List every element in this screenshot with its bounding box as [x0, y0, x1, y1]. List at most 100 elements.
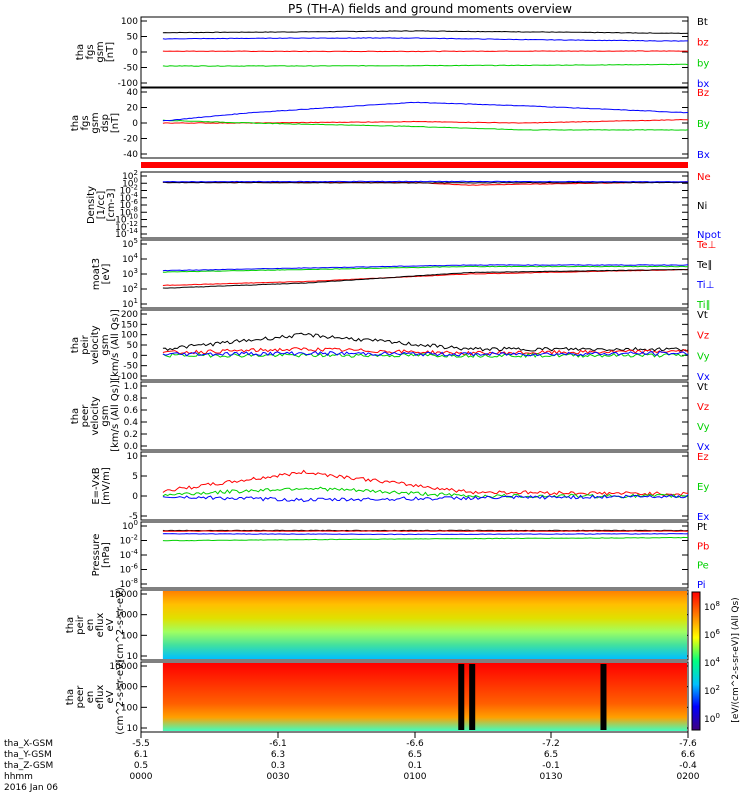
series-line-by [162, 119, 689, 131]
y-tick-label: 0.6 [124, 406, 139, 416]
series-line-pi [162, 533, 689, 536]
y-axis-label: velocity [90, 325, 101, 364]
y-tick-label: 40 [127, 88, 139, 98]
y-axis-label: [eV] [101, 264, 112, 285]
colorbar-tick-label: 106 [704, 628, 720, 641]
y-axis-label: fgs [85, 44, 96, 59]
y-tick-label: -40 [123, 150, 138, 160]
legend-vy: Vy [697, 422, 710, 433]
y-axis-label: peir [75, 614, 86, 634]
time-tick-label: -6.6 [406, 739, 424, 749]
y-tick-label: 1.0 [124, 382, 139, 392]
time-axis: tha_X-GSM -5.5 -6.1 -6.6 -7.2 -7.6 tha_Y-GSM 6.… [4, 732, 700, 793]
y-axis-label: [nT] [105, 42, 116, 62]
y-axis-label: peer [80, 404, 91, 428]
y-tick-label: 50 [127, 33, 139, 43]
legend-vy: Vy [697, 351, 710, 362]
y-axis-label: en [85, 619, 96, 632]
y-tick-label: 0 [132, 119, 138, 129]
time-tick-label: 6.5 [544, 750, 558, 760]
y-axis-label: dsp [100, 114, 111, 132]
time-tick-label: 0030 [267, 772, 290, 782]
y-axis-label: tha [70, 115, 81, 131]
y-axis-label: fgs [80, 115, 91, 130]
legend-ey: Ey [697, 482, 709, 493]
y-tick-label: 0.8 [124, 394, 139, 404]
y-axis-label: gsm [100, 334, 111, 355]
time-tick-label: 0.1 [408, 761, 422, 771]
time-tick-label: 0.5 [134, 761, 148, 771]
y-axis-label: gsm [95, 41, 106, 62]
time-tick-label: -5.5 [132, 739, 150, 749]
date-label: 2016 Jan 06 [4, 783, 58, 793]
y-axis-label: eV [105, 690, 116, 703]
legend-by: by [697, 58, 709, 69]
panel-frame [140, 521, 689, 589]
y-tick-label: -50 [123, 362, 138, 372]
y-axis-label: Pressure [91, 534, 102, 577]
y-axis-label: peer [75, 685, 86, 709]
y-tick-label: 10000 [109, 590, 138, 600]
legend-pi: Pi [697, 580, 706, 591]
series-line-npot [162, 180, 689, 183]
y-tick-label: -100 [118, 79, 139, 89]
legend-bz: Bz [697, 88, 709, 99]
time-axis-row-label: tha_Y-GSM [4, 750, 52, 760]
legend-vx: Vx [697, 372, 710, 383]
legend-pb: Pb [697, 541, 709, 552]
series-line-bz [162, 50, 689, 53]
time-axis-row-label: tha_Z-GSM [4, 761, 53, 771]
series-line-ex [162, 494, 689, 503]
y-axis-label: moat3 [91, 258, 102, 290]
panel-1: 100 50 0 -50 -100 tha fgs gsm [nT] Bt bz by bx [75, 16, 709, 90]
series-line-ti [162, 265, 689, 273]
y-axis-label: velocity [90, 396, 101, 435]
legend-ti: Ti∥ [696, 300, 711, 311]
y-tick-label: 0.4 [124, 418, 139, 428]
time-tick-label: 6.5 [408, 750, 422, 760]
time-tick-label: -0.4 [679, 761, 697, 771]
time-tick-label: 0000 [130, 772, 153, 782]
y-tick-label: 100 [121, 631, 138, 641]
time-tick-label: 0.3 [271, 761, 285, 771]
y-tick-label: -50 [123, 64, 138, 74]
y-axis-label: gsm [100, 405, 111, 426]
series-line-ey [162, 486, 689, 499]
y-axis-label: [km/s (All Qs)] [110, 380, 121, 452]
legend-npot: Npot [697, 230, 721, 241]
y-axis-label: (cm^2-s-sr-eV) [115, 659, 126, 735]
legend-vt: Vt [697, 310, 708, 321]
time-tick-label: -7.6 [679, 739, 697, 749]
y-tick-label: 5 [132, 472, 138, 482]
y-tick-label: 10-2 [120, 534, 138, 547]
y-tick-label: -20 [123, 135, 138, 145]
legend-vz: Vz [697, 331, 709, 342]
series-line-te [162, 268, 689, 286]
series-line-ni [162, 181, 689, 184]
y-tick-label: 101 [122, 297, 138, 310]
panel-frame [140, 589, 689, 661]
legend-pe: Pe [697, 561, 709, 572]
panel-10: 10000 1000 100 10 tha peer en eflux eV (cm^2-s-sr… [65, 659, 689, 735]
time-tick-label: -0.1 [542, 761, 560, 771]
y-axis-label: eflux [95, 613, 106, 638]
y-tick-label: 0 [132, 492, 138, 502]
legend-ez: Ez [697, 452, 709, 463]
panel-2: 40 20 0 -20 -40 tha fgs gsm dsp [nT] Bz By Bx [70, 87, 710, 161]
legend-te: Te∥ [696, 260, 713, 271]
y-tick-label: 0.0 [124, 442, 139, 452]
y-tick-label: -5 [129, 512, 138, 522]
y-axis-label: eV [105, 618, 116, 631]
legend-ne: Ne [697, 172, 711, 183]
series-line-pe [162, 536, 688, 542]
colorbar-scale [691, 591, 701, 731]
series-line-vx [162, 351, 689, 357]
y-tick-label: 10 [127, 724, 139, 734]
y-tick-label: 100 [121, 17, 138, 27]
legend-by: By [697, 119, 710, 130]
y-tick-label: 10-4 [120, 548, 139, 561]
quality-flag-bar [141, 162, 688, 168]
y-tick-label: 20 [127, 104, 139, 114]
